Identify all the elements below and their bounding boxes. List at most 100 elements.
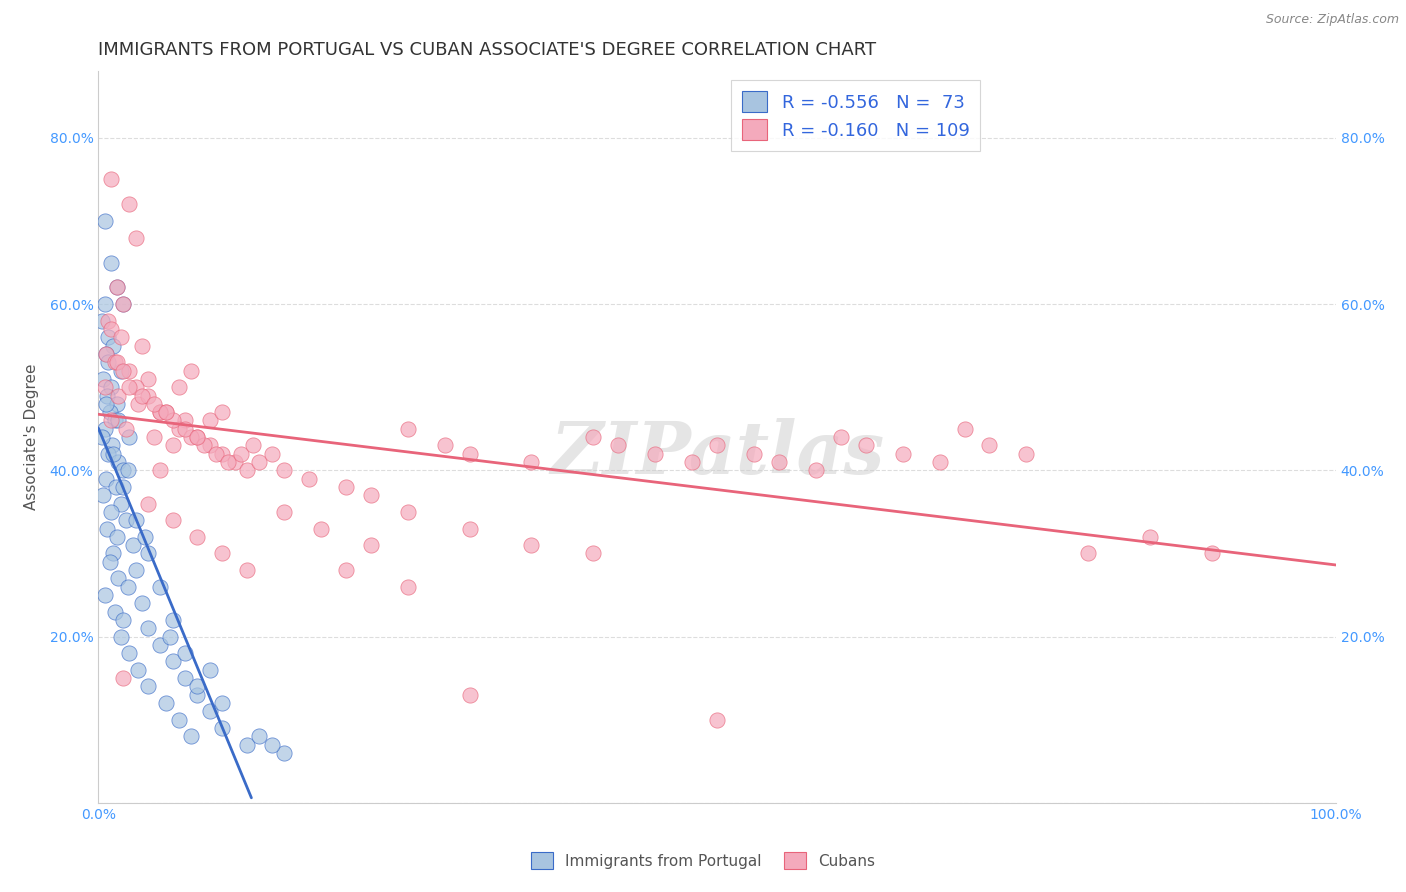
Point: [706, 713, 728, 727]
Point: [180, 363, 202, 377]
Point: [98, 405, 121, 419]
Point: [180, 729, 202, 743]
Point: [1015, 447, 1038, 461]
Point: [110, 330, 132, 344]
Point: [93, 297, 115, 311]
Point: [167, 422, 190, 436]
Point: [186, 680, 208, 694]
Point: [149, 580, 172, 594]
Point: [103, 413, 125, 427]
Point: [162, 438, 184, 452]
Point: [93, 372, 115, 386]
Point: [162, 513, 184, 527]
Point: [124, 563, 146, 577]
Point: [607, 438, 630, 452]
Point: [273, 746, 295, 760]
Point: [118, 646, 141, 660]
Point: [127, 663, 149, 677]
Point: [768, 455, 790, 469]
Point: [644, 447, 666, 461]
Point: [122, 538, 145, 552]
Point: [229, 447, 252, 461]
Point: [260, 738, 283, 752]
Point: [260, 447, 283, 461]
Point: [96, 388, 118, 402]
Point: [97, 355, 120, 369]
Point: [103, 605, 125, 619]
Point: [112, 297, 135, 311]
Point: [211, 405, 233, 419]
Point: [100, 505, 122, 519]
Point: [953, 422, 976, 436]
Point: [136, 621, 159, 635]
Point: [103, 338, 125, 352]
Point: [520, 455, 543, 469]
Point: [174, 646, 197, 660]
Point: [93, 488, 115, 502]
Point: [136, 388, 159, 402]
Point: [891, 447, 914, 461]
Text: IMMIGRANTS FROM PORTUGAL VS CUBAN ASSOCIATE'S DEGREE CORRELATION CHART: IMMIGRANTS FROM PORTUGAL VS CUBAN ASSOCI…: [98, 41, 876, 59]
Point: [105, 355, 128, 369]
Point: [224, 455, 246, 469]
Point: [112, 463, 135, 477]
Point: [159, 630, 181, 644]
Point: [149, 405, 172, 419]
Point: [167, 713, 190, 727]
Point: [174, 413, 197, 427]
Point: [100, 172, 122, 186]
Point: [198, 438, 221, 452]
Point: [273, 463, 295, 477]
Y-axis label: Associate's Degree: Associate's Degree: [24, 364, 38, 510]
Point: [105, 280, 128, 294]
Point: [112, 480, 135, 494]
Point: [211, 447, 233, 461]
Point: [100, 413, 122, 427]
Point: [91, 314, 114, 328]
Point: [242, 438, 264, 452]
Point: [149, 405, 172, 419]
Point: [136, 680, 159, 694]
Point: [103, 546, 125, 560]
Point: [174, 671, 197, 685]
Point: [742, 447, 765, 461]
Point: [236, 738, 259, 752]
Point: [114, 513, 136, 527]
Point: [211, 546, 233, 560]
Point: [205, 447, 228, 461]
Point: [335, 563, 357, 577]
Text: ZIPatlas: ZIPatlas: [550, 418, 884, 489]
Point: [124, 230, 146, 244]
Point: [110, 363, 132, 377]
Text: Source: ZipAtlas.com: Source: ZipAtlas.com: [1265, 13, 1399, 27]
Point: [131, 388, 153, 402]
Point: [103, 355, 125, 369]
Point: [1077, 546, 1099, 560]
Point: [97, 330, 120, 344]
Point: [94, 472, 117, 486]
Legend: R = -0.556   N =  73, R = -0.160   N = 109: R = -0.556 N = 73, R = -0.160 N = 109: [731, 80, 980, 151]
Point: [396, 580, 419, 594]
Point: [193, 438, 215, 452]
Point: [198, 663, 221, 677]
Point: [114, 422, 136, 436]
Point: [94, 347, 117, 361]
Point: [162, 613, 184, 627]
Point: [110, 497, 132, 511]
Point: [107, 413, 129, 427]
Point: [136, 546, 159, 560]
Point: [93, 380, 115, 394]
Point: [100, 322, 122, 336]
Point: [136, 497, 159, 511]
Point: [855, 438, 877, 452]
Point: [211, 696, 233, 710]
Point: [101, 438, 124, 452]
Point: [124, 380, 146, 394]
Point: [118, 380, 141, 394]
Point: [928, 455, 950, 469]
Point: [174, 422, 197, 436]
Point: [167, 380, 190, 394]
Point: [149, 463, 172, 477]
Point: [360, 488, 382, 502]
Point: [149, 638, 172, 652]
